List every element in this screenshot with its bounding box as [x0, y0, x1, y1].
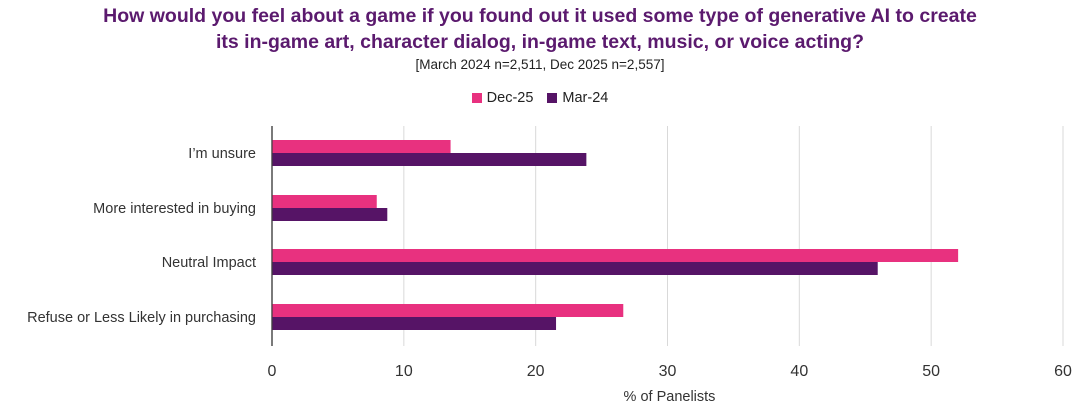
bar-dec-25 — [272, 249, 959, 262]
bar-mar-24 — [272, 208, 388, 221]
legend: Dec-25 Mar-24 — [0, 90, 1080, 106]
legend-item-mar-24: Mar-24 — [547, 90, 608, 106]
x-axis-label: % of Panelists — [624, 389, 716, 405]
bar-mar-24 — [272, 262, 878, 275]
bar-dec-25 — [272, 140, 451, 153]
bar-mar-24 — [272, 317, 557, 330]
legend-item-dec-25: Dec-25 — [471, 90, 534, 106]
bar-mar-24 — [272, 153, 587, 166]
x-tick-label: 40 — [790, 363, 808, 380]
x-tick-label: 0 — [268, 363, 277, 380]
bar-dec-25 — [272, 195, 377, 208]
x-tick-label: 20 — [527, 363, 545, 380]
category-label: I’m unsure — [188, 146, 256, 162]
category-label: Neutral Impact — [162, 255, 256, 271]
legend-label-mar-24: Mar-24 — [562, 90, 609, 106]
x-tick-label: 60 — [1054, 363, 1072, 380]
legend-label-dec-25: Dec-25 — [486, 90, 534, 106]
x-tick-label: 30 — [659, 363, 677, 380]
chart-title-line-1: How would you feel about a game if you f… — [103, 5, 977, 27]
category-label: More interested in buying — [93, 201, 256, 217]
chart-title-line-2: its in-game art, character dialog, in-ga… — [215, 31, 864, 53]
bar-dec-25 — [272, 304, 624, 317]
chart-subtitle: [March 2024 n=2,511, Dec 2025 n=2,557] — [415, 57, 665, 72]
legend-swatch-mar-24 — [547, 93, 558, 103]
legend-swatch-dec-25 — [471, 93, 482, 103]
x-tick-label: 50 — [922, 363, 940, 380]
category-label: Refuse or Less Likely in purchasing — [27, 310, 256, 326]
x-tick-label: 10 — [395, 363, 413, 380]
